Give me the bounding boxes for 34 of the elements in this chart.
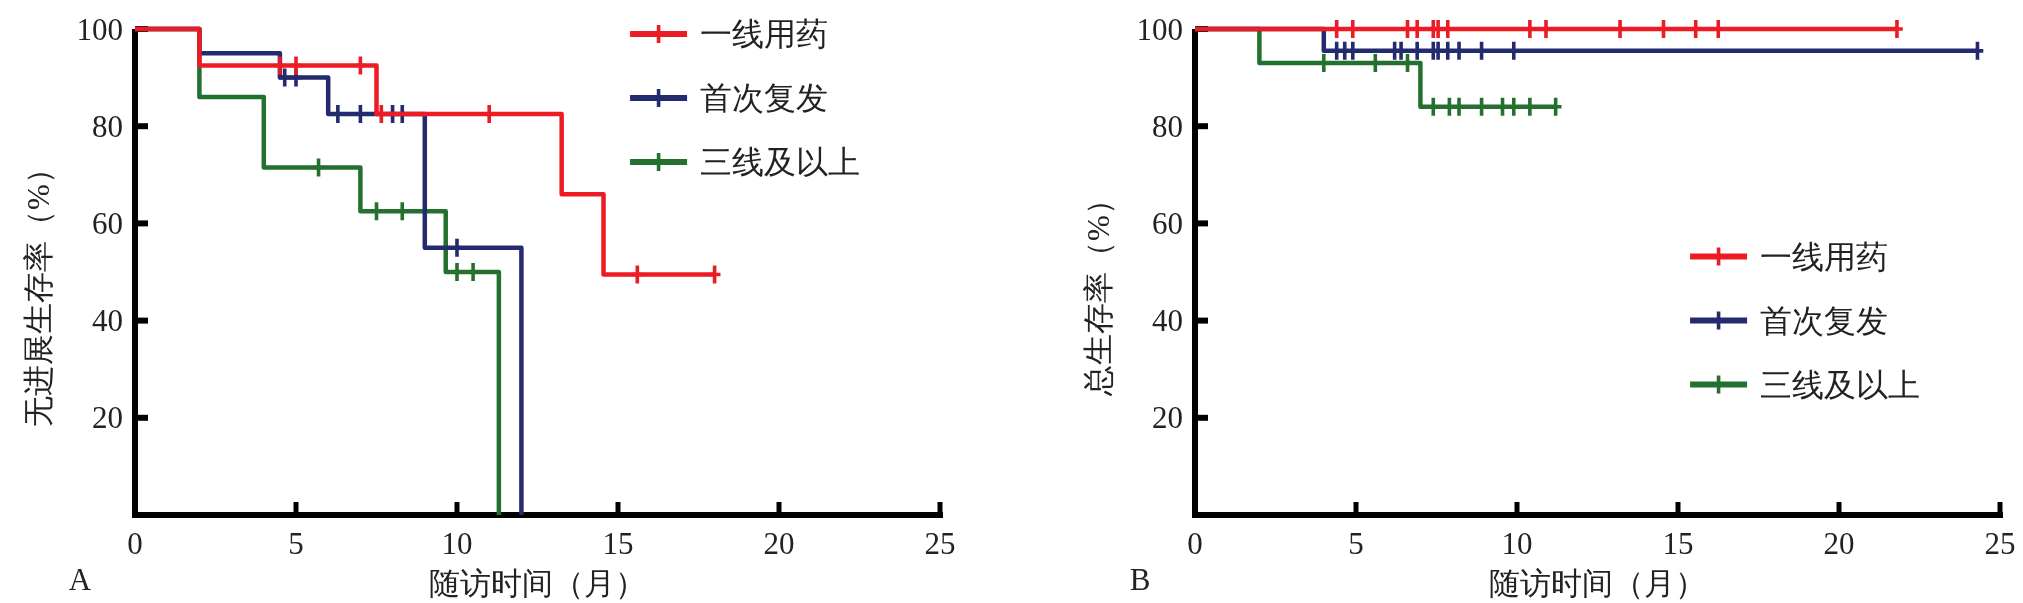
x-tick-label: 20 (763, 525, 795, 561)
x-axis-title: 随访时间（月） (1489, 565, 1706, 601)
y-axis-title: 无进展生存率（%） (20, 153, 56, 427)
legend-label: 一线用药 (1760, 238, 1889, 275)
x-tick-label: 0 (1187, 525, 1203, 561)
x-tick-label: 10 (441, 525, 473, 561)
y-tick-label: 20 (1152, 400, 1183, 436)
y-axis-title: 总生存率（%） (1080, 184, 1116, 397)
y-tick-label: 100 (76, 11, 123, 47)
y-tick-label: 40 (1152, 303, 1183, 339)
legend-label: 三线及以上 (700, 144, 861, 180)
y-tick-label: 40 (92, 303, 123, 339)
legend-label: 三线及以上 (1760, 366, 1921, 403)
text: B (1129, 561, 1151, 597)
y-tick-label: 60 (1152, 205, 1183, 241)
legend-label: 首次复发 (700, 80, 829, 116)
x-tick-label: 20 (1823, 525, 1855, 561)
x-tick-label: 15 (1662, 525, 1694, 561)
text: A (68, 561, 92, 597)
x-tick-label: 5 (288, 525, 304, 561)
x-tick-label: 5 (1348, 525, 1364, 561)
legend-label: 一线用药 (700, 16, 829, 52)
y-tick-label: 80 (1152, 108, 1183, 144)
y-tick-label: 100 (1136, 11, 1183, 47)
y-tick-label: 80 (92, 108, 123, 144)
x-tick-label: 0 (127, 525, 143, 561)
x-tick-label: 10 (1501, 525, 1533, 561)
y-tick-label: 60 (92, 205, 123, 241)
y-tick-label: 20 (92, 400, 123, 436)
x-tick-label: 15 (602, 525, 634, 561)
x-axis-title: 随访时间（月） (429, 565, 646, 601)
x-tick-label: 25 (924, 525, 956, 561)
legend-label: 首次复发 (1760, 302, 1889, 339)
x-tick-label: 25 (1984, 525, 2016, 561)
